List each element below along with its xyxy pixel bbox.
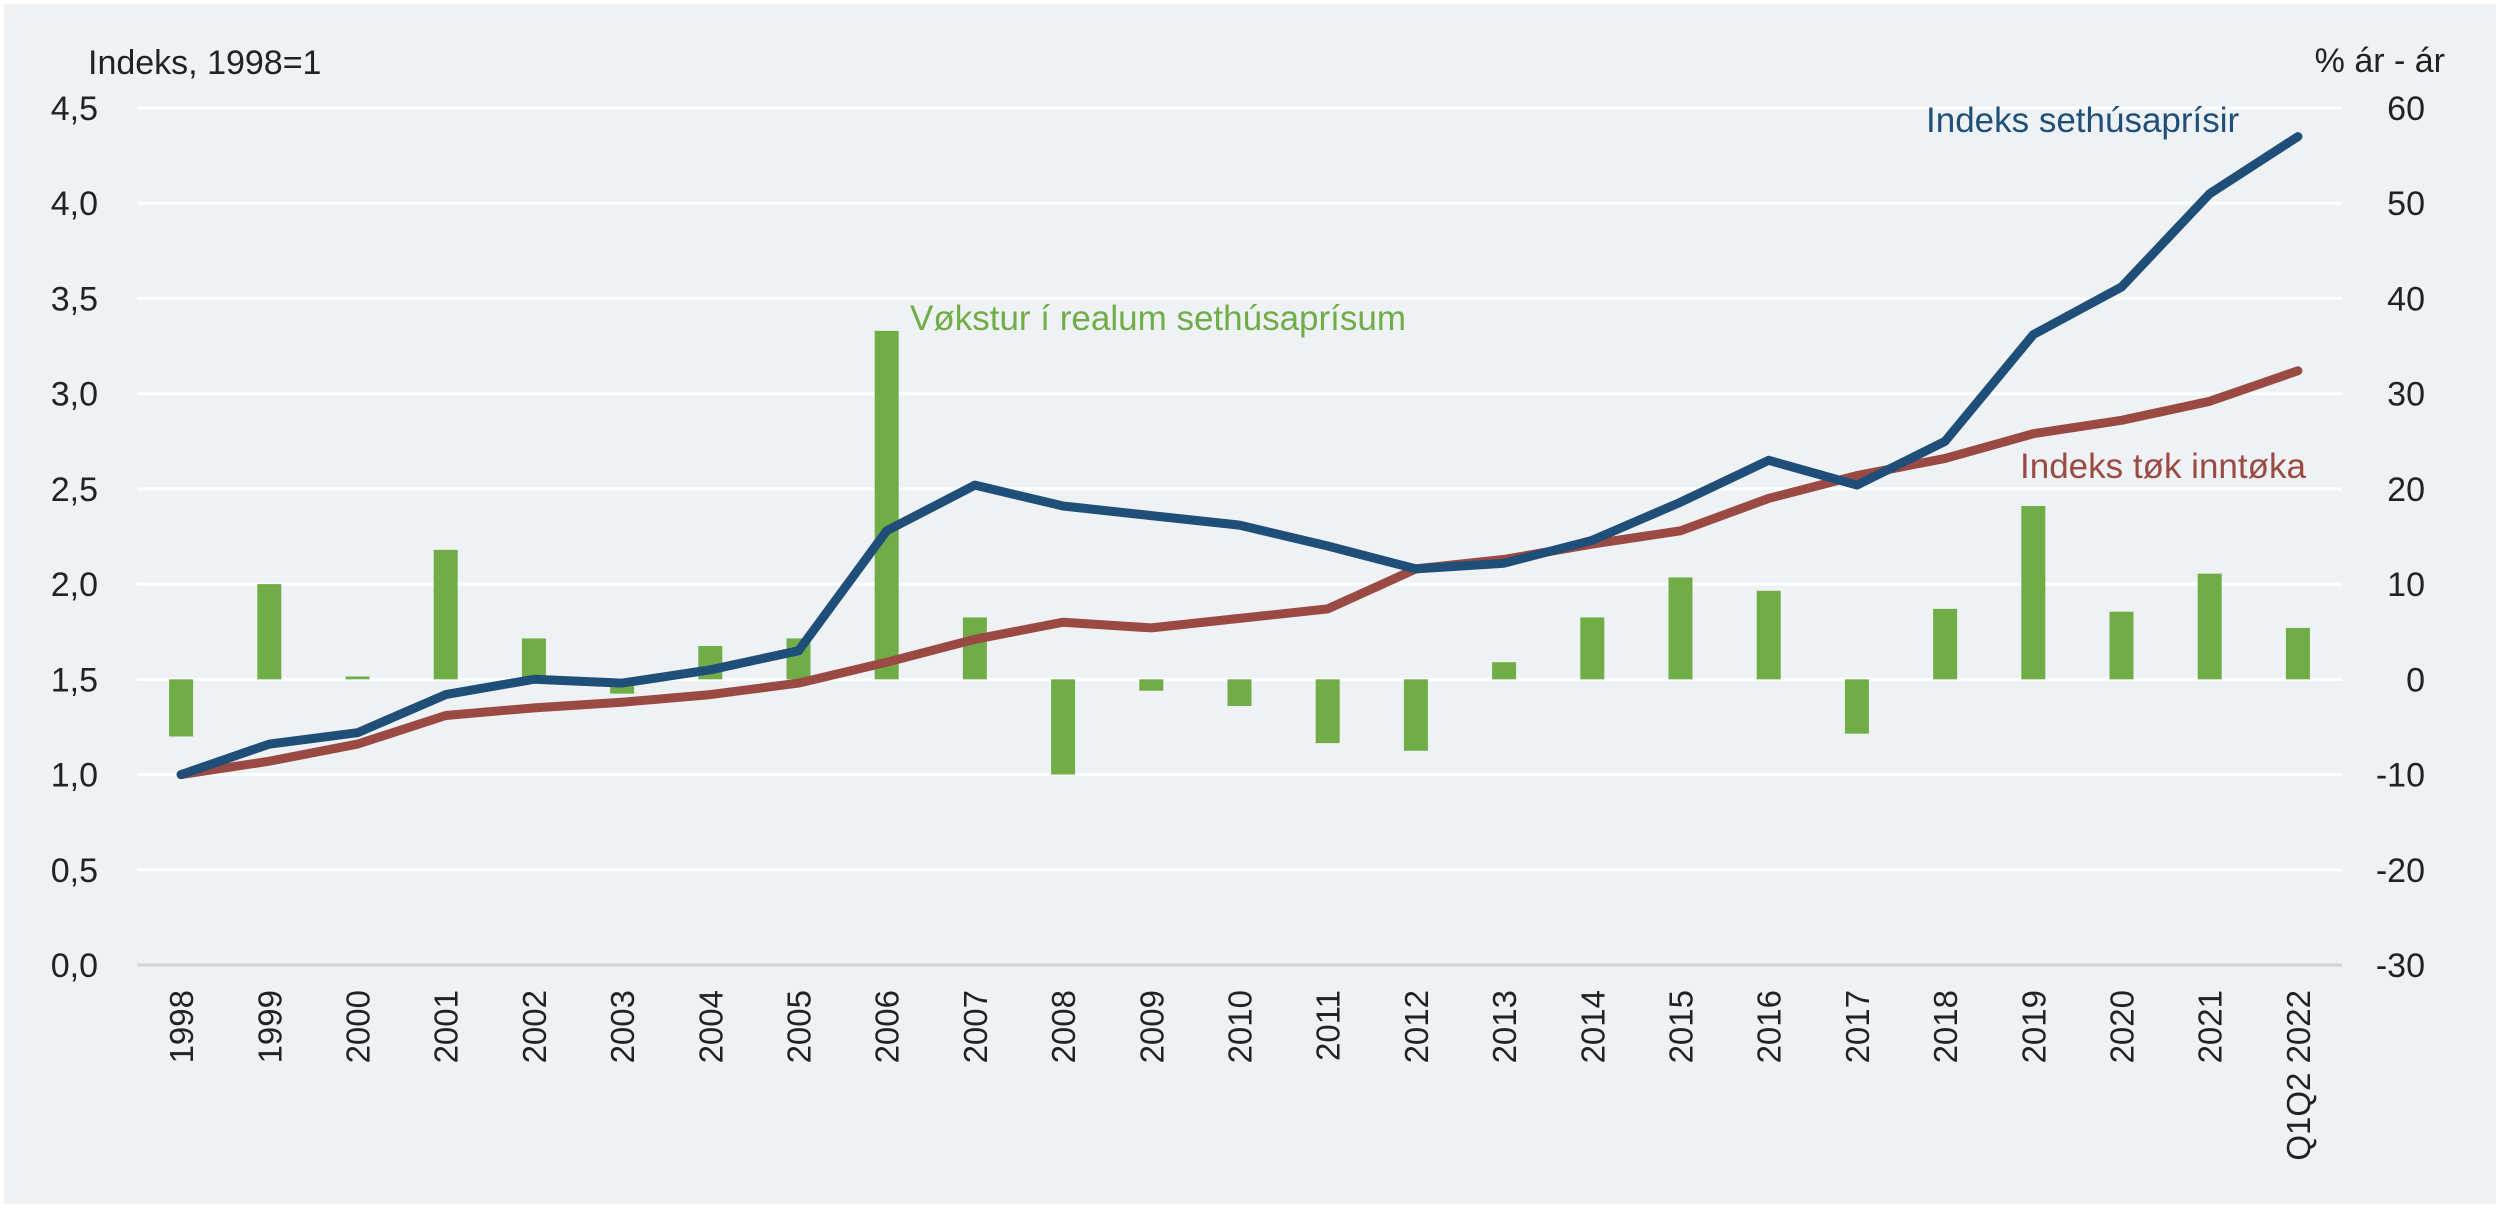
x-tick-label: 2009 bbox=[1133, 990, 1170, 1063]
y-left-tick-label: 3,0 bbox=[51, 376, 98, 414]
x-tick-label: 2016 bbox=[1751, 990, 1788, 1063]
bar bbox=[2109, 611, 2134, 680]
bar bbox=[1315, 679, 1340, 744]
x-tick-label: 2011 bbox=[1310, 990, 1347, 1061]
y-left-tick-label: 2,0 bbox=[51, 566, 98, 604]
bar bbox=[1933, 608, 1958, 680]
x-tick-label: 2010 bbox=[1222, 990, 1259, 1063]
y-right-tick-label: 0 bbox=[2406, 661, 2425, 699]
bar bbox=[962, 617, 987, 680]
line-series bbox=[176, 132, 2303, 780]
bar bbox=[1051, 679, 1076, 775]
x-tick-label: 2021 bbox=[2192, 990, 2229, 1063]
bar bbox=[2197, 573, 2222, 680]
bar bbox=[1756, 590, 1781, 680]
y-right-tick-label: 40 bbox=[2387, 280, 2425, 318]
x-tick-label: 2006 bbox=[869, 990, 906, 1063]
left-axis-label: Indeks, 1998=1 bbox=[88, 44, 321, 82]
income-index-line bbox=[176, 366, 2303, 780]
bar bbox=[2285, 627, 2310, 680]
series-label-bars: Vøkstur í realum sethúsaprísum bbox=[910, 299, 1406, 338]
x-tick-label: 2019 bbox=[2015, 990, 2052, 1063]
bar bbox=[1139, 679, 1164, 691]
series-label-income: Indeks tøk inntøka bbox=[2020, 447, 2306, 486]
y-right-tick-label: 50 bbox=[2387, 185, 2425, 223]
bar bbox=[2021, 506, 2046, 680]
bar bbox=[1403, 679, 1428, 751]
y-left-tick-label: 2,5 bbox=[51, 471, 98, 509]
y-right-tick-label: -30 bbox=[2376, 947, 2425, 985]
x-tick-label: 2014 bbox=[1574, 990, 1611, 1063]
bar bbox=[1580, 617, 1605, 680]
x-tick-label: 2004 bbox=[692, 990, 729, 1063]
bar bbox=[169, 679, 194, 737]
x-tick-label: 2012 bbox=[1398, 990, 1435, 1063]
y-right-tick-label: 60 bbox=[2387, 90, 2425, 128]
x-tick-label: 2007 bbox=[957, 990, 994, 1063]
x-tick-label: 2005 bbox=[781, 990, 818, 1063]
x-tick-label: 2017 bbox=[1839, 990, 1876, 1063]
y-left-tick-label: 1,0 bbox=[51, 757, 98, 795]
x-tick-label: 2018 bbox=[1927, 990, 1964, 1063]
x-tick-label: 2008 bbox=[1045, 990, 1082, 1063]
bar bbox=[257, 584, 282, 680]
x-tick-label: 2001 bbox=[428, 990, 465, 1063]
x-tick-label: Q1Q2 2022 bbox=[2280, 990, 2317, 1161]
x-tick-label: 1998 bbox=[163, 990, 200, 1063]
bar-series bbox=[169, 330, 2310, 775]
bar bbox=[433, 549, 458, 680]
bar bbox=[1844, 679, 1869, 734]
y-right-tick-label: 30 bbox=[2387, 376, 2425, 414]
y-left-tick-label: 1,5 bbox=[51, 661, 98, 699]
bar bbox=[345, 676, 370, 680]
y-left-tick-label: 0,5 bbox=[51, 852, 98, 890]
right-axis-label: % ár - ár bbox=[2315, 42, 2445, 80]
x-tick-label: 2015 bbox=[1663, 990, 1700, 1063]
x-tick-label: 2020 bbox=[2104, 990, 2141, 1063]
axes: 0,0 0,5 1,0 1,5 2,0 2,5 3,0 3,5 4,0 4,5 -30 -20 -10 0… bbox=[51, 90, 2425, 1161]
y-left-tick-label: 4,5 bbox=[51, 90, 98, 128]
y-left-tick-label: 4,0 bbox=[51, 185, 98, 223]
y-right-tick-label: 10 bbox=[2387, 566, 2425, 604]
house-price-index-line bbox=[176, 132, 2303, 780]
y-right-tick-label: -10 bbox=[2376, 757, 2425, 795]
bar bbox=[874, 330, 899, 680]
x-tick-label: 2000 bbox=[340, 990, 377, 1063]
y-left-tick-label: 3,5 bbox=[51, 280, 98, 318]
x-tick-label: 2013 bbox=[1486, 990, 1523, 1063]
bar bbox=[1227, 679, 1252, 706]
bar bbox=[521, 638, 546, 680]
x-tick-label: 2003 bbox=[604, 990, 641, 1063]
x-tick-label: 2002 bbox=[516, 990, 553, 1063]
x-tick-label: 1999 bbox=[251, 990, 288, 1063]
bar bbox=[1668, 577, 1693, 680]
bar bbox=[1492, 662, 1517, 680]
y-right-tick-label: -20 bbox=[2376, 852, 2425, 890]
y-left-tick-label: 0,0 bbox=[51, 947, 98, 985]
y-right-tick-label: 20 bbox=[2387, 471, 2425, 509]
series-label-house-prices: Indeks sethúsaprísir bbox=[1926, 101, 2240, 140]
labels: Indeks, 1998=1 % ár - ár Vøkstur í realu… bbox=[88, 42, 2445, 486]
